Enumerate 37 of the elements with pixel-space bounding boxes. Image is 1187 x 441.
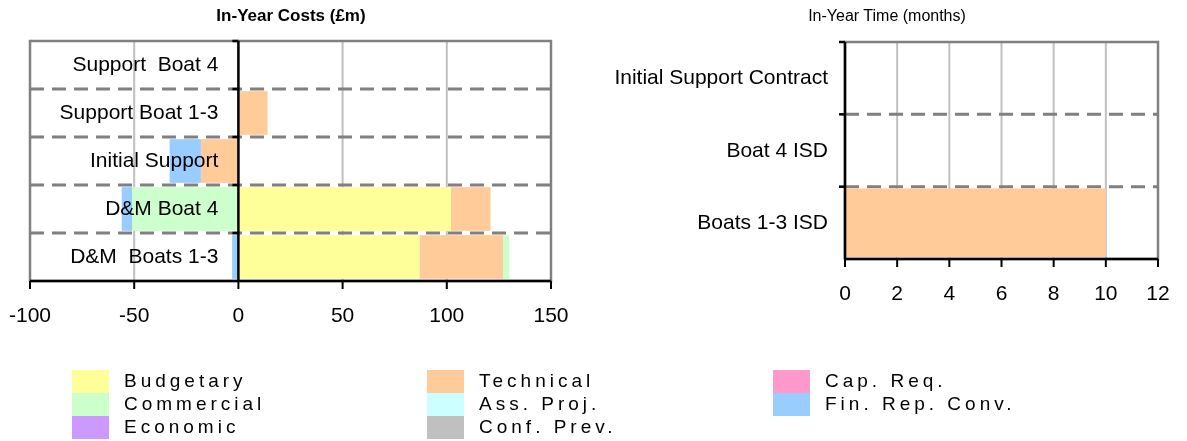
x-tick-label: 0 xyxy=(232,302,245,326)
chart-title: In-Year Costs (£m) xyxy=(216,6,366,26)
x-tick-label: 6 xyxy=(995,280,1008,304)
y-tick-label: Initial Support Contract xyxy=(614,64,829,88)
y-tick-label: Support Boat 4 xyxy=(72,51,219,75)
legend-label: Ass. Proj. xyxy=(479,392,601,414)
x-tick-label: 8 xyxy=(1047,280,1060,304)
x-tick-label: 10 xyxy=(1094,280,1118,304)
y-tick-label: D&M Boat 4 xyxy=(105,195,219,219)
y-tick-label: Boat 4 ISD xyxy=(726,137,828,161)
y-tick-label: Support Boat 1-3 xyxy=(59,99,219,123)
chart-title: In-Year Time (months) xyxy=(808,7,966,25)
x-tick-label: 150 xyxy=(533,302,569,326)
bar xyxy=(503,235,510,279)
bar xyxy=(238,187,451,231)
y-tick-label: Initial Support xyxy=(89,147,219,171)
x-tick-label: 50 xyxy=(330,302,355,326)
x-tick-label: 0 xyxy=(839,280,851,304)
x-tick-label: 2 xyxy=(891,280,904,304)
legend-label: Cap. Req. xyxy=(825,369,947,391)
legend-label: Commercial xyxy=(124,392,266,414)
legend-label: Technical xyxy=(479,369,595,391)
bar xyxy=(450,187,491,231)
y-tick-label: Boats 1-3 ISD xyxy=(697,209,828,233)
x-tick-label: -50 xyxy=(119,302,150,326)
x-tick-label: 12 xyxy=(1146,280,1170,304)
legend-label: Conf. Prev. xyxy=(479,415,617,437)
x-tick-label: 4 xyxy=(943,280,956,304)
y-tick-label: D&M Boats 1-3 xyxy=(70,243,219,267)
x-tick-label: 100 xyxy=(429,302,465,326)
bar xyxy=(238,91,268,135)
x-tick-label: -100 xyxy=(8,302,52,326)
legend-label: Economic xyxy=(124,415,240,437)
legend-label: Fin. Rep. Conv. xyxy=(825,392,1016,414)
legend-label: Budgetary xyxy=(124,369,247,391)
bar xyxy=(238,235,420,279)
bar xyxy=(419,235,504,279)
